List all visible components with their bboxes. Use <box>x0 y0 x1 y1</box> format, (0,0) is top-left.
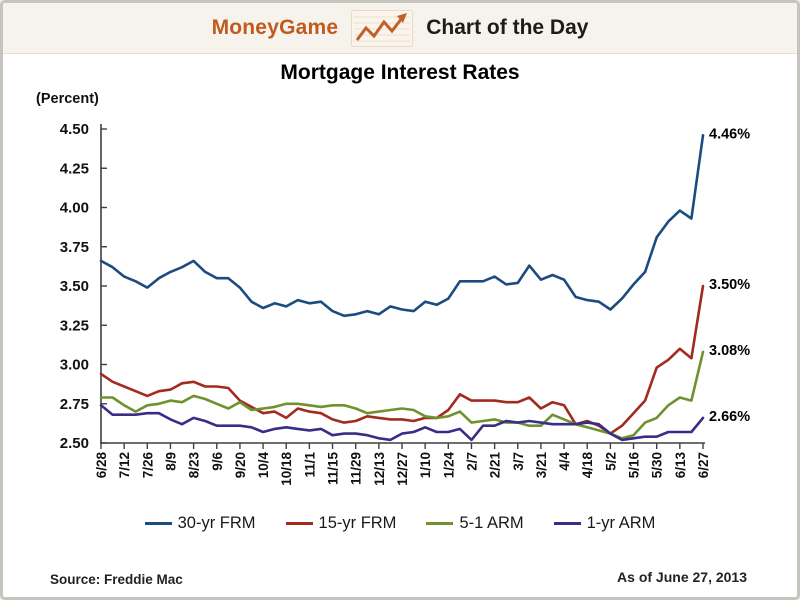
x-tick-label: 11/1 <box>302 452 317 478</box>
y-axis-unit-label: (Percent) <box>36 91 99 107</box>
chart-of-the-day-label: Chart of the Day <box>426 16 589 39</box>
x-tick-label: 3/21 <box>534 452 549 479</box>
x-tick-label: 2/7 <box>464 452 479 471</box>
y-tick-label: 3.25 <box>60 317 89 334</box>
x-tick-label: 6/13 <box>673 452 688 479</box>
x-tick-label: 6/28 <box>94 452 109 479</box>
y-tick-label: 2.50 <box>60 435 89 452</box>
x-tick-label: 3/7 <box>511 452 526 471</box>
series-line-5-1-arm <box>99 350 705 440</box>
x-tick-label: 1/10 <box>418 452 433 478</box>
line-chart-plot: 4.50 4.25 4.00 3.75 3.50 3.25 3.00 2.75 2.50 6/28… <box>60 121 750 486</box>
x-tick-label: 4/4 <box>557 452 572 471</box>
x-tick-label: 5/30 <box>650 452 665 478</box>
x-tick-label: 6/27 <box>696 452 711 478</box>
source-label: Source: Freddie Mac <box>50 572 183 587</box>
series-end-label-5-1-arm: 3.08% <box>709 343 750 359</box>
legend-item-30-yr-frm: 30-yr FRM <box>144 514 256 533</box>
series-line-15-yr-frm <box>99 284 705 435</box>
header: MoneyGame Chart of the Day <box>3 3 797 54</box>
x-tick-label: 11/15 <box>326 452 341 486</box>
series-end-label-15-yr-frm: 3.50% <box>709 277 750 293</box>
legend-item-1-yr-arm: 1-yr ARM <box>553 514 656 533</box>
legend-item-5-1-arm: 5-1 ARM <box>426 514 524 533</box>
x-tick-label: 11/29 <box>349 452 364 485</box>
series-line-30-yr-frm <box>99 134 705 318</box>
y-tick-label: 4.50 <box>60 121 89 138</box>
x-tick-label: 10/18 <box>279 452 294 486</box>
x-tick-label: 5/2 <box>603 452 618 471</box>
x-tick-label: 12/27 <box>395 452 410 486</box>
x-tick-label: 2/21 <box>488 452 503 479</box>
y-tick-label: 4.00 <box>60 200 89 217</box>
moneygame-logo: MoneyGame <box>211 16 339 39</box>
legend-line-swatch <box>553 522 581 525</box>
series-line-1-yr-arm <box>99 403 705 442</box>
x-tick-label: 4/18 <box>580 452 595 479</box>
x-tick-label: 7/26 <box>140 452 155 479</box>
legend-line-swatch <box>426 522 454 525</box>
y-tick-label: 3.75 <box>60 239 89 256</box>
legend-label: 5-1 ARM <box>459 514 524 532</box>
legend-label: 1-yr ARM <box>586 514 656 532</box>
x-tick-label: 8/9 <box>163 452 178 471</box>
as-of-date-label: As of June 27, 2013 <box>617 569 747 585</box>
legend: 30-yr FRM 15-yr FRM 5-1 ARM 1-yr ARM <box>3 514 797 533</box>
zigzag-trend-arrow-icon <box>351 9 414 47</box>
legend-label: 15-yr FRM <box>318 514 397 532</box>
legend-label: 30-yr FRM <box>177 514 256 532</box>
legend-item-15-yr-frm: 15-yr FRM <box>285 514 397 533</box>
x-tick-label: 10/4 <box>256 452 271 479</box>
y-tick-label: 3.50 <box>60 278 89 295</box>
x-tick-label: 7/12 <box>117 452 132 478</box>
y-tick-label: 2.75 <box>60 396 89 413</box>
x-tick-label: 1/24 <box>441 452 456 479</box>
series-end-label-1-yr-arm: 2.66% <box>709 409 750 425</box>
legend-line-swatch <box>144 522 172 525</box>
chart-title: Mortgage Interest Rates <box>280 61 520 84</box>
x-tick-label: 8/23 <box>187 452 202 479</box>
y-tick-label: 4.25 <box>60 160 89 177</box>
legend-line-swatch <box>285 522 313 525</box>
series-end-label-30-yr-frm: 4.46% <box>709 126 750 142</box>
x-tick-label: 9/6 <box>210 452 225 471</box>
x-tick-label: 5/16 <box>627 452 642 479</box>
y-tick-label: 3.00 <box>60 357 89 374</box>
x-tick-label: 9/20 <box>233 452 248 478</box>
x-tick-label: 12/13 <box>372 452 387 486</box>
